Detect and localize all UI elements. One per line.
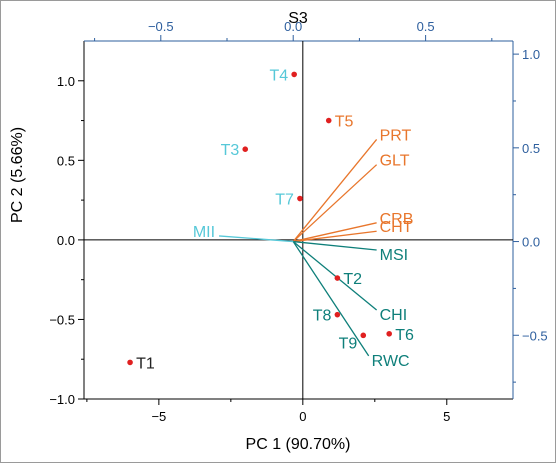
left-tick-label: 0.5 xyxy=(57,153,75,168)
loading-vector xyxy=(292,241,378,311)
left-tick-label: −1.0 xyxy=(49,392,75,407)
loading-vector xyxy=(292,138,378,242)
score-point xyxy=(386,330,392,337)
left-tick-label: 0.0 xyxy=(57,233,75,248)
score-label: T3 xyxy=(221,142,240,159)
top-tick-label: 0.0 xyxy=(284,19,302,34)
loading-label: MII xyxy=(193,224,215,241)
loading-vector xyxy=(219,235,294,243)
score-label: T4 xyxy=(270,67,289,84)
loading-vector xyxy=(292,241,370,357)
loading-label: GLT xyxy=(380,153,410,170)
right-tick-label: −0.5 xyxy=(522,328,548,343)
score-point xyxy=(334,275,341,281)
loading-label: CHT xyxy=(380,219,413,236)
loading-label: PRT xyxy=(380,127,412,144)
chart-title: S3 xyxy=(288,10,308,27)
score-label: T8 xyxy=(313,308,332,325)
x-axis-label: PC 1 (90.70%) xyxy=(246,436,351,453)
score-label: T5 xyxy=(335,114,354,131)
score-label: T9 xyxy=(339,335,358,352)
loading-vector xyxy=(292,164,378,243)
score-point xyxy=(360,332,367,339)
score-label: T7 xyxy=(275,192,294,209)
left-tick-label: −0.5 xyxy=(49,312,75,327)
score-point xyxy=(297,195,303,202)
left-tick-label: 1.0 xyxy=(57,74,75,89)
score-point xyxy=(291,71,297,78)
loading-label: CHI xyxy=(380,307,408,324)
score-point xyxy=(334,311,341,318)
score-point xyxy=(127,359,133,366)
loading-label: RWC xyxy=(372,353,410,370)
top-tick-label: 0.5 xyxy=(417,19,435,34)
y-axis-label: PC 2 (5.66%) xyxy=(9,127,26,223)
score-label: T1 xyxy=(136,355,155,372)
right-tick-label: 1.0 xyxy=(522,47,540,62)
score-point xyxy=(325,117,332,124)
loading-vector xyxy=(293,240,377,251)
bottom-tick-label: −5 xyxy=(151,409,166,424)
right-tick-label: 0.0 xyxy=(522,235,540,250)
top-tick-label: −0.5 xyxy=(148,19,174,34)
score-point xyxy=(242,146,249,152)
bottom-tick-label: 0 xyxy=(299,409,306,424)
score-label: T6 xyxy=(395,327,414,344)
loading-label: CRB xyxy=(380,211,414,228)
bottom-tick-label: 5 xyxy=(443,409,450,424)
right-tick-label: 0.5 xyxy=(522,141,540,156)
loading-vector xyxy=(293,230,377,243)
loading-vector xyxy=(293,222,377,243)
loading-label: MSI xyxy=(380,247,408,264)
score-label: T2 xyxy=(343,271,362,288)
